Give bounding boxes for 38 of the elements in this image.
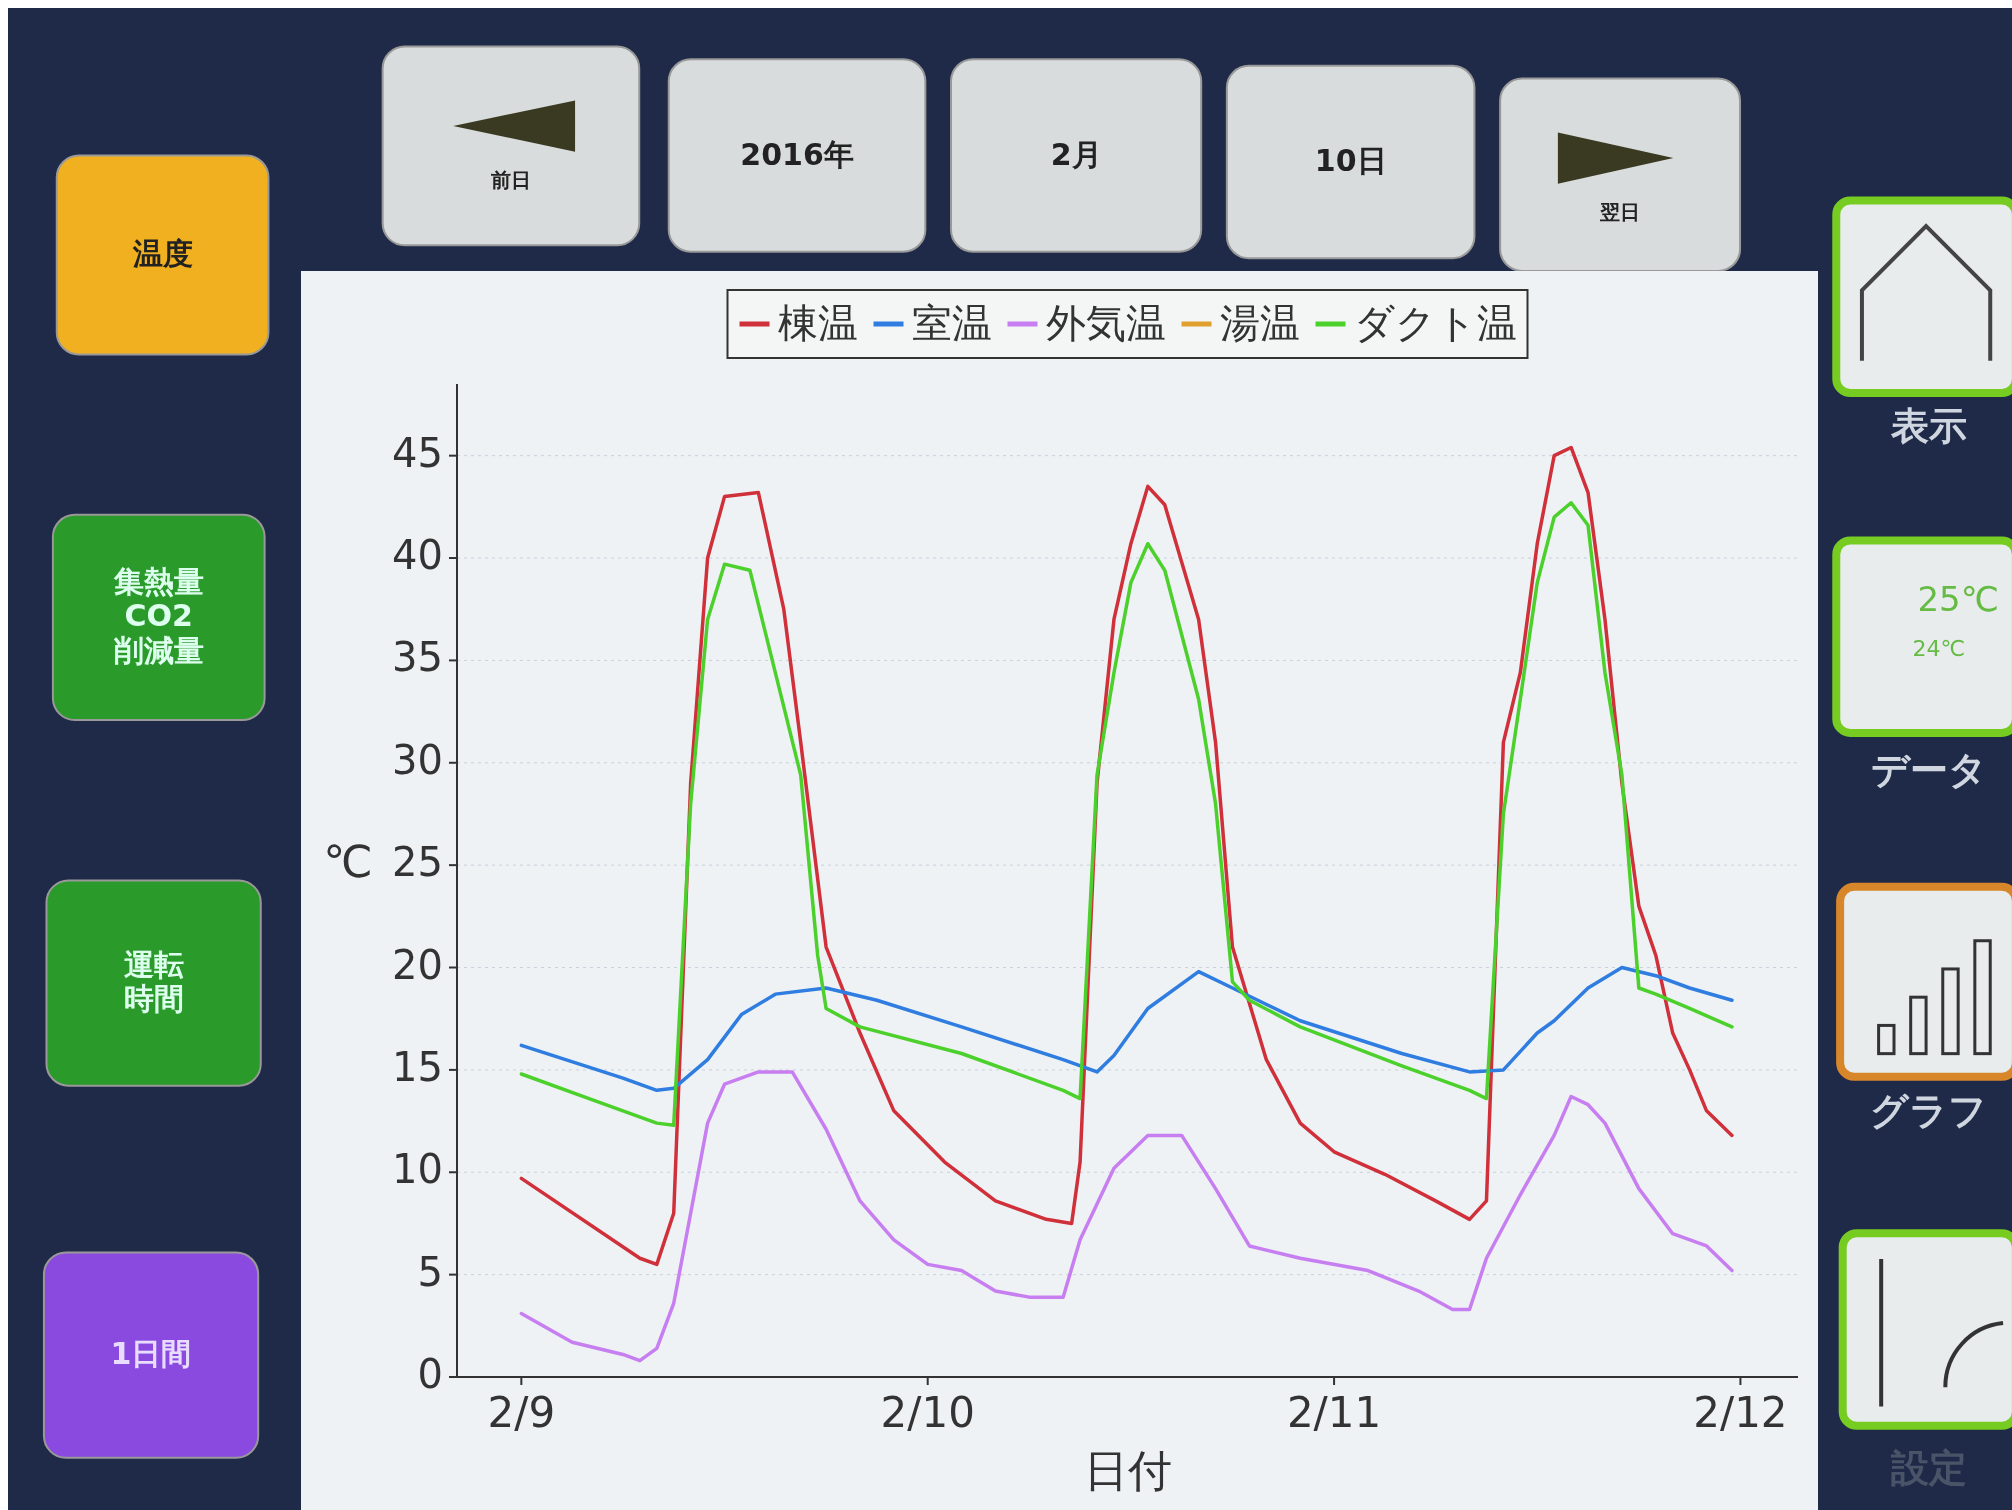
- y-tick-label: 45: [392, 429, 443, 476]
- y-tick-label: 5: [417, 1248, 443, 1295]
- text: 1日間: [110, 1335, 192, 1371]
- text: 前日: [489, 167, 531, 192]
- text: 24℃: [1912, 635, 1966, 661]
- text: 10日: [1314, 142, 1387, 178]
- text: CO2: [124, 597, 193, 633]
- legend-label: 室温: [911, 300, 992, 346]
- text: 集熱量: [112, 563, 204, 599]
- text: 表示: [1889, 404, 1967, 449]
- text: 2016年: [740, 136, 854, 172]
- y-tick-label: 35: [392, 634, 443, 681]
- y-tick-label: 25: [392, 839, 443, 886]
- legend-label: 湯温: [1219, 300, 1300, 346]
- y-tick-label: 10: [392, 1146, 443, 1193]
- y-axis-title: ℃: [323, 836, 373, 888]
- x-tick-label: 2/11: [1286, 1388, 1382, 1437]
- text: グラフ: [1870, 1089, 1988, 1134]
- text: 運転: [123, 946, 184, 982]
- x-axis-title: 日付: [1083, 1445, 1172, 1496]
- y-tick-label: 0: [417, 1351, 443, 1397]
- text: 2月: [1050, 136, 1102, 172]
- text: 翌日: [1599, 199, 1641, 224]
- text: 温度: [131, 235, 193, 271]
- legend-label: 外気温: [1045, 300, 1166, 346]
- text: 削減量: [112, 632, 204, 668]
- y-tick-label: 20: [392, 941, 443, 988]
- text: 25℃: [1917, 579, 1999, 620]
- legend-label: ダクト温: [1353, 300, 1517, 346]
- legend-label: 棟温: [777, 300, 858, 346]
- text: データ: [1870, 748, 1987, 793]
- y-tick-label: 30: [392, 736, 443, 783]
- x-tick-label: 2/9: [487, 1388, 556, 1437]
- x-tick-label: 2/10: [880, 1388, 975, 1437]
- y-tick-label: 15: [392, 1043, 443, 1090]
- x-tick-label: 2/12: [1693, 1388, 1788, 1437]
- text: 時間: [123, 980, 184, 1016]
- y-tick-label: 40: [392, 532, 443, 579]
